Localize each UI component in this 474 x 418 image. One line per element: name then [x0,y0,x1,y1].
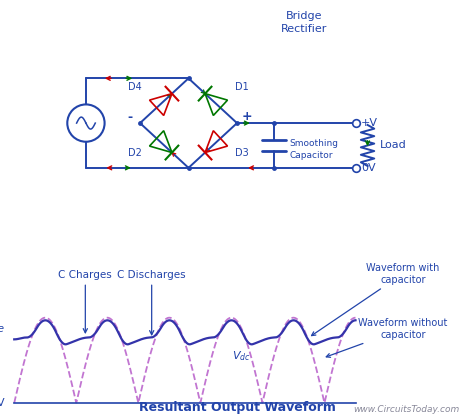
Text: D4: D4 [128,82,142,92]
Text: C Discharges: C Discharges [118,270,186,335]
Text: $V_{dc}$: $V_{dc}$ [232,349,251,363]
Text: Resultant Output Waveform: Resultant Output Waveform [138,401,336,414]
Text: Bridge
Rectifier: Bridge Rectifier [281,11,328,34]
Text: Ripple: Ripple [0,324,5,334]
Text: 0V: 0V [361,163,375,173]
Text: D2: D2 [128,148,142,158]
Text: Smoothing
Capacitor: Smoothing Capacitor [289,139,338,160]
Text: Load: Load [380,140,406,150]
Text: +: + [241,110,252,123]
Text: Waveform with
capacitor: Waveform with capacitor [311,263,439,336]
Text: -: - [128,111,133,124]
Text: www.CircuitsToday.com: www.CircuitsToday.com [354,405,460,414]
Text: D3: D3 [235,148,249,158]
Text: 0V: 0V [0,398,5,408]
Text: Waveform without
capacitor: Waveform without capacitor [326,318,447,357]
Text: +V: +V [361,118,378,128]
Text: D1: D1 [235,82,249,92]
Text: C Charges: C Charges [58,270,112,333]
